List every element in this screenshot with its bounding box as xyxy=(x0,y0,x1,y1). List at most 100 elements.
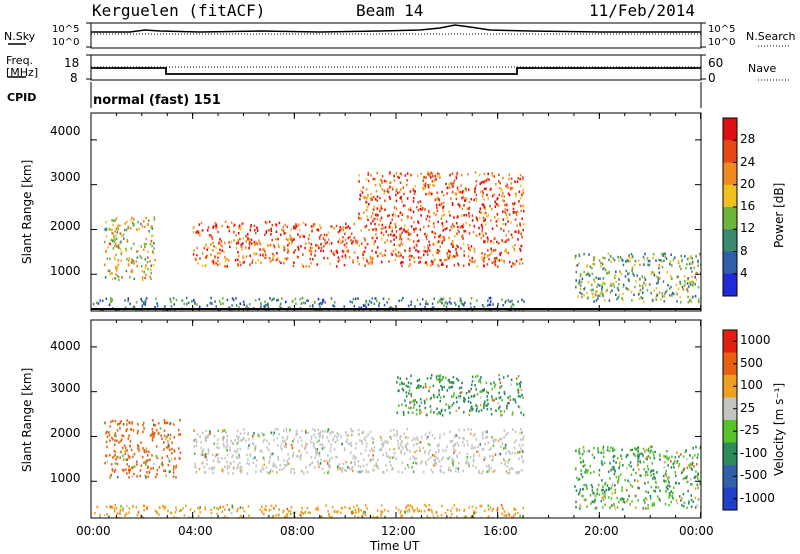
velocity-cell xyxy=(433,454,436,458)
power-cell xyxy=(486,236,489,239)
velocity-cell xyxy=(457,470,460,473)
velocity-cell xyxy=(400,451,402,455)
velocity-cell xyxy=(666,457,668,460)
velocity-cell xyxy=(449,440,452,444)
power-cell xyxy=(309,250,312,254)
velocity-cell xyxy=(200,440,202,444)
velocity-cell xyxy=(310,456,313,459)
velocity-cell xyxy=(266,446,269,449)
velocity-cell xyxy=(607,488,610,492)
velocity-cell xyxy=(422,446,425,450)
power-cell xyxy=(228,229,231,233)
velocity-cell xyxy=(489,455,491,458)
power-cell xyxy=(488,253,491,257)
power-cell xyxy=(107,269,109,272)
power-cell xyxy=(151,250,154,253)
velocity-cell xyxy=(433,395,435,399)
power-cell xyxy=(388,260,390,263)
velocity-cell xyxy=(445,403,447,406)
power-cell xyxy=(229,245,231,249)
velocity-cell xyxy=(695,470,697,473)
velocity-cell xyxy=(137,445,140,448)
velocity-cell xyxy=(508,458,511,462)
velocity-cell xyxy=(626,500,628,503)
velocity-cell xyxy=(455,396,458,399)
velocity-cell xyxy=(474,432,476,436)
velocity-cell xyxy=(463,396,465,400)
velocity-cell xyxy=(361,469,364,473)
power-cell xyxy=(609,291,612,294)
velocity-cell xyxy=(622,500,624,503)
velocity-cell xyxy=(262,468,265,471)
velocity-cell xyxy=(320,458,322,462)
velocity-cell xyxy=(452,402,455,405)
power-cell xyxy=(276,252,278,255)
velocity-cell xyxy=(354,508,357,512)
velocity-cell xyxy=(667,458,670,461)
velocity-cell xyxy=(420,410,422,414)
power-cell xyxy=(129,227,132,230)
velocity-cell xyxy=(481,448,483,451)
velocity-cell xyxy=(593,456,596,459)
power-cell xyxy=(436,263,439,267)
velocity-cell xyxy=(517,451,519,454)
power-cell xyxy=(402,186,405,189)
velocity-cell xyxy=(514,508,516,512)
power-cell xyxy=(463,304,465,307)
power-cell xyxy=(580,280,583,284)
power-cell xyxy=(376,195,379,198)
power-cell xyxy=(205,243,207,247)
velocity-cell xyxy=(351,430,353,433)
power-cell xyxy=(450,242,453,246)
velocity-cell xyxy=(668,456,670,460)
velocity-cell xyxy=(411,515,413,518)
power-cell xyxy=(324,242,327,245)
power-cell xyxy=(436,248,439,252)
velocity-cell xyxy=(446,389,449,392)
power-cell xyxy=(165,309,168,311)
power-cell xyxy=(442,209,444,213)
velocity-cell xyxy=(450,509,452,512)
power-cell xyxy=(400,241,402,244)
power-cell xyxy=(287,248,289,251)
velocity-cell xyxy=(315,450,318,454)
power-cell xyxy=(465,189,467,192)
velocity-cell xyxy=(281,448,283,451)
power-cell xyxy=(681,286,684,289)
power-cell xyxy=(238,309,240,311)
velocity-cell xyxy=(424,433,427,436)
velocity-cell xyxy=(395,434,398,437)
velocity-cell xyxy=(177,447,180,450)
power-cell xyxy=(451,191,454,194)
power-cell xyxy=(263,247,265,251)
power-cell xyxy=(436,241,439,245)
velocity-cell xyxy=(696,504,699,507)
velocity-cell xyxy=(99,513,101,517)
velocity-cell xyxy=(111,506,114,509)
velocity-cell xyxy=(139,474,141,478)
velocity-cell xyxy=(373,464,376,467)
power-cell xyxy=(360,306,362,310)
velocity-cell xyxy=(442,449,444,452)
velocity-cell xyxy=(623,501,626,504)
velocity-cell xyxy=(499,381,502,384)
power-cell xyxy=(144,266,147,270)
power-cell xyxy=(232,298,235,302)
velocity-cell xyxy=(229,446,231,449)
power-cell xyxy=(101,299,104,303)
velocity-cell xyxy=(454,449,457,452)
power-cell xyxy=(669,262,671,266)
velocity-cell xyxy=(694,496,697,500)
power-cell xyxy=(224,265,226,268)
velocity-cell xyxy=(300,453,303,457)
velocity-cell xyxy=(167,440,169,443)
velocity-cell xyxy=(420,509,422,513)
velocity-cell xyxy=(426,435,429,439)
velocity-cell xyxy=(291,446,294,450)
power-cell xyxy=(277,243,280,246)
velocity-cell xyxy=(114,439,116,442)
power-cell xyxy=(473,250,476,253)
power-cell xyxy=(277,257,279,260)
velocity-cell xyxy=(694,506,697,509)
velocity-cell xyxy=(580,461,582,464)
